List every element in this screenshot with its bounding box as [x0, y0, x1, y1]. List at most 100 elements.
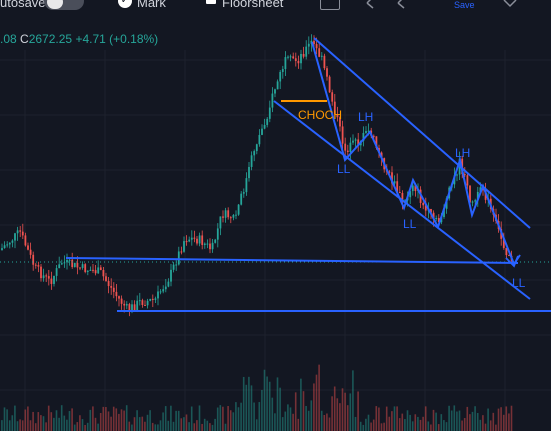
volume-bar: [437, 424, 440, 431]
volume-bar: [284, 411, 287, 431]
candle-body: [19, 230, 22, 232]
support-line-upper[interactable]: [65, 257, 519, 264]
volume-bar: [235, 402, 237, 431]
volume-bar: [448, 405, 450, 431]
volume-bar: [281, 417, 284, 431]
ll-label-2: LL: [403, 217, 417, 231]
candle-body: [3, 245, 6, 249]
candle-body: [68, 259, 71, 261]
candle-body: [29, 249, 32, 255]
volume-bar: [266, 376, 268, 431]
candle-body: [279, 71, 282, 82]
volume-bar: [461, 420, 463, 431]
volume-bar: [380, 423, 383, 431]
channel-upper-line[interactable]: [313, 37, 531, 229]
volume-bar: [261, 389, 263, 431]
toggle-knob: [47, 0, 63, 9]
candle-body: [396, 181, 399, 193]
volume-bar: [6, 409, 8, 431]
candle-body: [50, 278, 53, 284]
candle-body: [175, 264, 178, 266]
volume-bar: [411, 421, 414, 431]
candle-body: [16, 230, 19, 234]
floorsheet-label[interactable]: Floorsheet: [222, 0, 284, 10]
volume-bar: [60, 405, 63, 431]
candle-body: [435, 218, 438, 220]
candle-body: [255, 144, 258, 152]
chevron-down-icon[interactable]: [503, 0, 517, 8]
volume-bar: [232, 412, 235, 431]
candle-body: [284, 57, 287, 70]
volume-bar: [287, 404, 289, 431]
candle-body: [112, 287, 115, 292]
candle-body: [240, 193, 243, 205]
candle-body: [188, 239, 191, 242]
candle-body: [86, 270, 89, 272]
undo-icon[interactable]: [366, 0, 374, 9]
candle-body: [27, 245, 29, 250]
candle-body: [422, 202, 425, 206]
volume-bar: [445, 422, 448, 431]
volume-bar: [47, 405, 50, 431]
volume-bar: [292, 413, 294, 431]
volume-bar: [206, 420, 209, 431]
arrow-icon: [505, 255, 519, 268]
candle-body: [357, 139, 360, 146]
floorsheet-checkbox[interactable]: [206, 0, 216, 4]
mark-label[interactable]: Mark: [137, 0, 166, 10]
candle-body: [300, 53, 302, 64]
candle-body: [133, 304, 136, 311]
candle-body: [14, 233, 16, 241]
chart-grid: [0, 50, 551, 431]
volume-bar: [248, 376, 250, 431]
save-button[interactable]: Save: [454, 0, 475, 10]
volume-bar: [123, 410, 125, 431]
volume-bar: [76, 422, 79, 431]
volume-bar: [73, 424, 76, 431]
candle-body: [55, 268, 58, 276]
candle-body: [131, 304, 133, 311]
autosave-toggle[interactable]: [44, 0, 84, 10]
volume-bar: [484, 423, 487, 431]
candle-body: [102, 270, 105, 277]
candle-body: [151, 298, 154, 300]
volume-bar: [66, 419, 68, 431]
candle-body: [227, 210, 230, 218]
candle-body: [474, 200, 477, 202]
candle-body: [261, 128, 263, 135]
fullscreen-button[interactable]: [320, 0, 340, 10]
volume-bar: [50, 412, 53, 431]
volume-bar: [279, 387, 281, 431]
channel-lower-line[interactable]: [273, 100, 531, 300]
volume-bar: [128, 421, 131, 431]
candle-body: [123, 303, 126, 306]
volume-bar: [105, 407, 107, 431]
candlesticks: [1, 34, 513, 317]
candle-body: [456, 174, 458, 176]
redo-icon[interactable]: [397, 0, 405, 9]
volume-bar: [250, 385, 253, 431]
candle-body: [424, 205, 427, 211]
swing-structure[interactable]: [311, 41, 521, 267]
check-icon[interactable]: ✓: [118, 0, 132, 8]
candle-body: [505, 247, 508, 256]
volume-bar: [396, 406, 398, 431]
candle-body: [268, 107, 271, 119]
candle-body: [287, 56, 289, 58]
volume-bar: [157, 424, 159, 431]
volume-bar: [94, 417, 97, 431]
volume-bar: [487, 408, 489, 431]
trend-drawings[interactable]: [65, 37, 551, 312]
ohlc-low-fragment: .08: [0, 32, 17, 46]
volume-bar: [456, 411, 458, 431]
candle-body: [391, 172, 393, 184]
volume-bar: [466, 406, 469, 431]
autosave-label: utosave: [0, 0, 46, 10]
volume-bar: [97, 423, 99, 431]
volume-bar: [131, 424, 133, 431]
candle-body: [346, 150, 349, 153]
volume-bar: [170, 405, 172, 431]
candle-body: [157, 291, 159, 299]
volume-bar: [138, 417, 141, 431]
